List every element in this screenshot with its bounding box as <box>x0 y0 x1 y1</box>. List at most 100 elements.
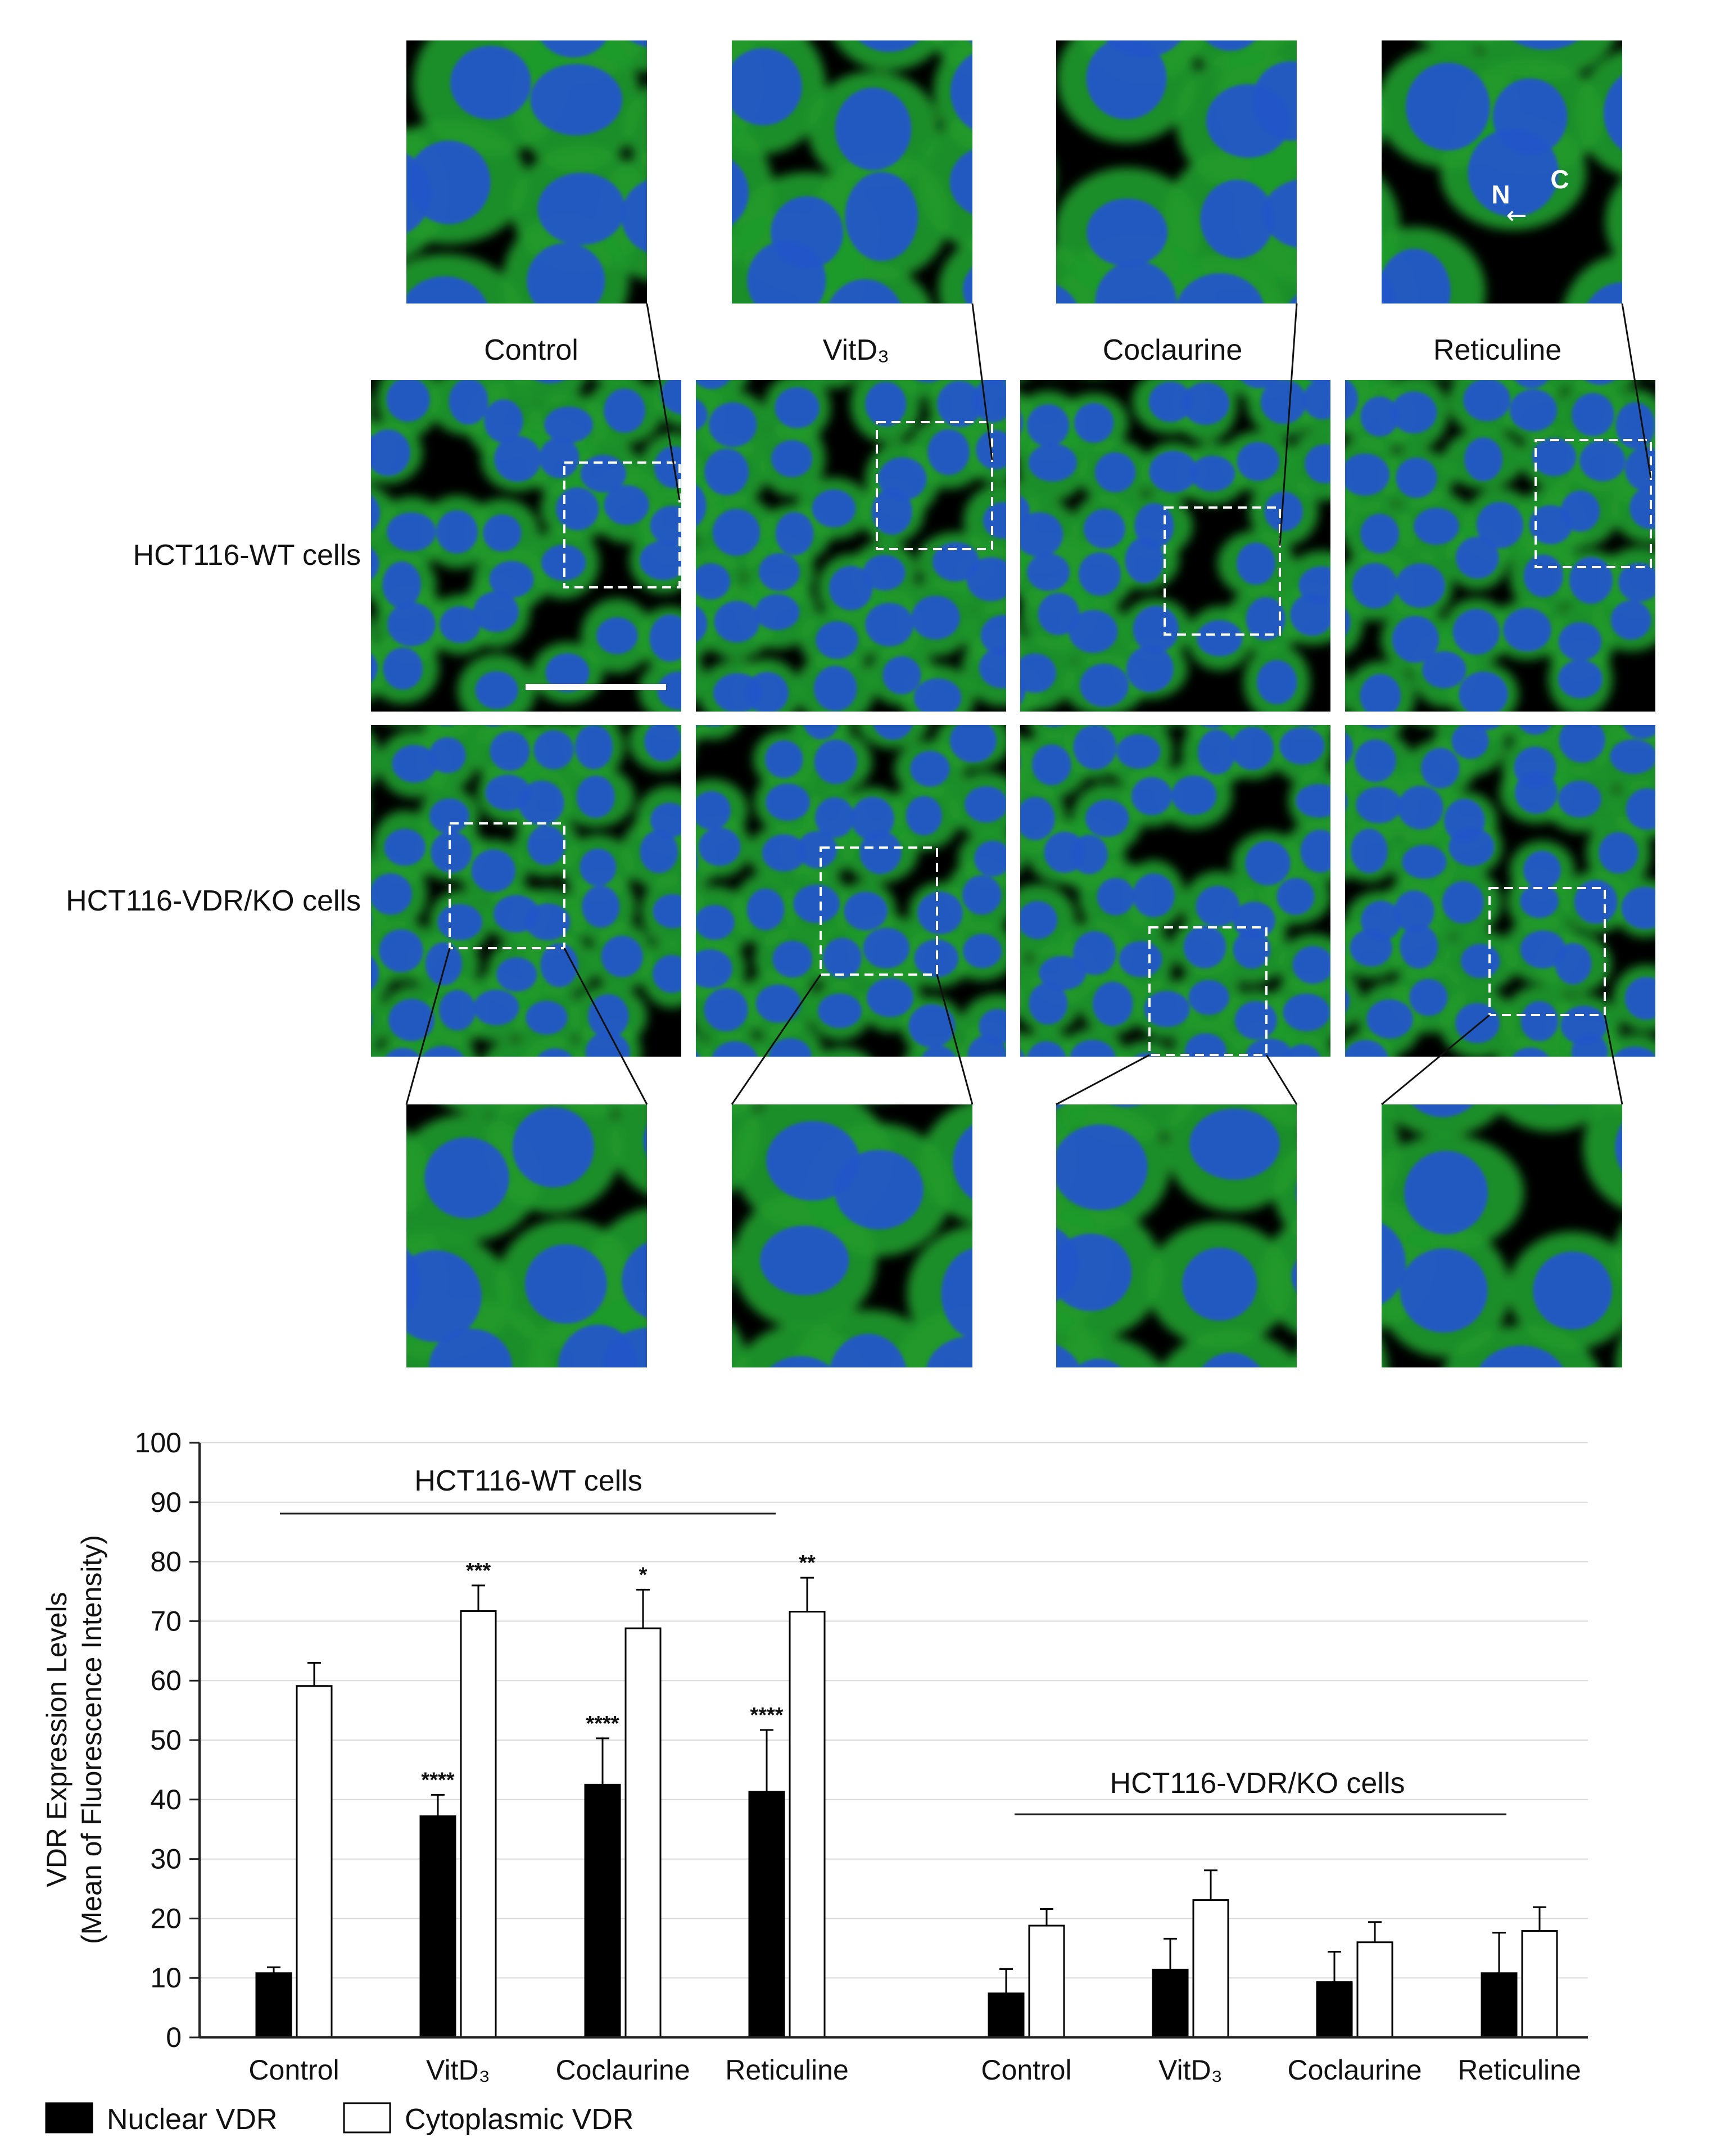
row-label-ko: HCT116-VDR/KO cells <box>66 885 361 917</box>
bar-nuclear <box>1316 1981 1353 2039</box>
legend-swatch-cytoplasmic <box>343 2102 391 2134</box>
connector-ko-left-control <box>405 948 451 1105</box>
zoom-bottom-vitd3 <box>732 1104 972 1367</box>
legend-label-nuclear: Nuclear VDR <box>107 2103 277 2136</box>
y-axis-title-line2: (Mean of Fluorescence Intensity) <box>76 1535 107 1944</box>
bar-cytoplasmic <box>460 1610 497 2039</box>
inset-box-ko-control <box>449 822 565 949</box>
y-tick-label: 60 <box>150 1665 182 1696</box>
connector-ko-left-reticuline <box>1381 1014 1490 1106</box>
bar-cytoplasmic <box>789 1610 826 2039</box>
significance-label: **** <box>750 1704 783 1727</box>
y-tick-label: 0 <box>166 2022 182 2053</box>
panel-ko-coclaurine <box>1020 725 1330 1057</box>
panel-ko-vitd3 <box>696 725 1006 1057</box>
inset-box-ko-reticuline <box>1488 887 1606 1016</box>
column-label-control: Control <box>484 334 578 366</box>
bar-cytoplasmic <box>1028 1924 1065 2039</box>
bar-nuclear <box>419 1815 456 2039</box>
zoom-bottom-coclaurine <box>1056 1104 1297 1367</box>
x-axis-categories: Control VitD₃ Coclaurine Reticuline Control V… <box>248 2054 1581 2086</box>
zoom-bottom-reticuline <box>1382 1104 1622 1367</box>
connector-ko-right-control <box>563 948 648 1105</box>
panel-ko-reticuline <box>1345 725 1655 1057</box>
bar-nuclear <box>988 1992 1025 2039</box>
connector-ko-left-coclaurine <box>1056 1054 1150 1106</box>
connector-ko-left-vitd3 <box>731 974 822 1105</box>
inset-box-ko-coclaurine <box>1148 926 1268 1056</box>
connector-wt-control <box>646 303 681 500</box>
zoom-top-control <box>406 40 647 304</box>
legend-label-cytoplasmic: Cytoplasmic VDR <box>405 2103 633 2136</box>
inset-box-wt-reticuline <box>1535 439 1652 568</box>
y-tick-label: 20 <box>150 1903 182 1934</box>
connector-ko-right-vitd3 <box>936 974 974 1105</box>
y-tick-label: 50 <box>150 1724 182 1756</box>
connector-ko-right-coclaurine <box>1265 1054 1298 1105</box>
y-tick-label: 100 <box>135 1427 182 1459</box>
connector-wt-coclaurine <box>1279 303 1298 546</box>
y-tick-label: 90 <box>150 1487 182 1518</box>
bar-cytoplasmic <box>296 1685 333 2039</box>
zoom-top-vitd3 <box>732 40 972 304</box>
panel-wt-coclaurine <box>1020 380 1330 712</box>
bar-nuclear <box>1152 1968 1189 2039</box>
column-label-reticuline: Reticuline <box>1433 334 1561 366</box>
inset-box-ko-vitd3 <box>820 846 938 976</box>
significance-label: *** <box>466 1559 491 1583</box>
zoom-top-reticuline <box>1382 40 1622 304</box>
significance-label: * <box>639 1563 648 1587</box>
bar-nuclear <box>748 1791 785 2039</box>
y-axis-ticks: 0 10 20 30 40 50 60 70 80 90 100 <box>135 1427 200 2053</box>
panel-ko-control <box>371 725 681 1057</box>
connector-wt-reticuline <box>1621 303 1652 479</box>
arrow-icon: ← <box>1506 201 1527 230</box>
x-category-label: Control <box>981 2054 1071 2086</box>
x-category-label: VitD₃ <box>1158 2054 1223 2086</box>
x-category-label: VitD₃ <box>426 2054 490 2086</box>
significance-label: ** <box>799 1551 816 1575</box>
legend-swatch-nuclear <box>45 2102 93 2134</box>
x-category-label: Coclaurine <box>1287 2054 1422 2086</box>
y-axis-title-line1: VDR Expression Levels <box>41 1592 73 1887</box>
bar-cytoplasmic <box>1521 1930 1558 2039</box>
group-label-wt: HCT116-WT cells <box>414 1465 642 1497</box>
bars: ****************** <box>255 1551 1558 2039</box>
panel-wt-reticuline <box>1345 380 1655 712</box>
scale-bar <box>526 684 666 690</box>
connector-wt-vitd3 <box>971 303 993 460</box>
panel-wt-control <box>371 380 681 712</box>
bar-nuclear <box>255 1972 292 2039</box>
inset-box-wt-vitd3 <box>876 421 993 550</box>
panel-wt-vitd3 <box>696 380 1006 712</box>
connector-ko-right-reticuline <box>1604 1014 1623 1105</box>
legend: Nuclear VDR Cytoplasmic VDR <box>45 2102 633 2136</box>
gridlines <box>200 1442 1588 1979</box>
group-label-ko: HCT116-VDR/KO cells <box>1110 1767 1405 1800</box>
nucleus-marker: N <box>1491 180 1510 209</box>
x-category-label: Reticuline <box>725 2054 849 2086</box>
cytoplasm-marker: C <box>1550 165 1569 194</box>
inset-box-wt-coclaurine <box>1164 506 1281 636</box>
x-category-label: Control <box>248 2054 339 2086</box>
bar-nuclear <box>1481 1972 1518 2039</box>
column-label-coclaurine: Coclaurine <box>1103 334 1243 366</box>
zoom-top-coclaurine <box>1056 40 1297 304</box>
y-tick-label: 10 <box>150 1962 182 1994</box>
bar-nuclear <box>584 1783 621 2039</box>
micrograph-panels <box>371 40 1655 1367</box>
row-label-wt: HCT116-WT cells <box>133 539 361 572</box>
y-tick-label: 30 <box>150 1844 182 1875</box>
significance-label: **** <box>421 1768 454 1792</box>
column-label-vitd3: VitD₃ <box>823 334 889 366</box>
inset-box-wt-control <box>563 461 681 588</box>
bar-cytoplasmic <box>624 1627 662 2039</box>
bar-cytoplasmic <box>1356 1941 1393 2039</box>
x-category-label: Coclaurine <box>555 2054 690 2086</box>
x-category-label: Reticuline <box>1457 2054 1581 2086</box>
bar-cytoplasmic <box>1192 1899 1229 2039</box>
y-tick-label: 40 <box>150 1784 182 1815</box>
zoom-bottom-control <box>406 1104 647 1367</box>
